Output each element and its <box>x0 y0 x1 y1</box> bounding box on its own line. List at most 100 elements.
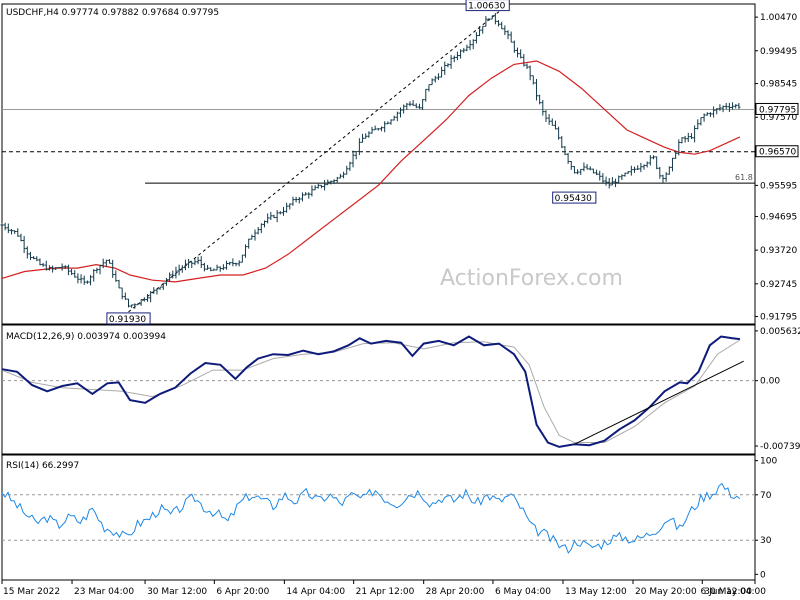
price-bar <box>54 267 58 270</box>
price-bar <box>696 119 700 130</box>
price-annotation-text: 0.91930 <box>109 315 146 325</box>
price-bar <box>266 213 270 224</box>
price-bar <box>117 279 121 289</box>
price-bar <box>342 171 346 179</box>
price-bar <box>354 151 358 160</box>
price-bar <box>120 287 124 300</box>
price-bar <box>712 106 716 118</box>
price-bar <box>708 112 712 118</box>
price-bar <box>538 94 542 105</box>
price-bar <box>111 259 115 278</box>
price-bar <box>133 303 137 309</box>
price-bar <box>329 180 333 185</box>
price-bar <box>60 263 64 271</box>
price-bar <box>259 223 263 234</box>
price-bar <box>667 166 671 175</box>
x-tick-label: 28 Apr 20:00 <box>426 587 485 597</box>
price-bar <box>206 264 210 270</box>
price-bar <box>715 108 719 115</box>
price-bar <box>427 84 431 92</box>
rsi-line <box>1 482 755 554</box>
price-bars <box>0 13 741 309</box>
price-bar <box>591 168 595 174</box>
price-bar <box>247 238 251 249</box>
price-bar <box>221 264 225 271</box>
y-tick-label: 30 <box>760 536 772 546</box>
price-bar <box>275 210 279 223</box>
price-bar <box>215 264 219 271</box>
moving-average <box>1 60 741 283</box>
price-bar <box>534 78 538 101</box>
price-bar <box>348 161 352 171</box>
price-bar <box>408 101 412 107</box>
price-bar <box>414 103 418 109</box>
price-bar <box>642 164 646 170</box>
price-bar <box>364 133 368 139</box>
price-bar <box>677 139 681 156</box>
price-bar <box>572 166 576 174</box>
price-bar <box>686 132 690 143</box>
price-bar <box>727 102 731 112</box>
price-bar <box>180 265 184 273</box>
price-bar <box>405 102 409 111</box>
price-bar <box>541 99 545 116</box>
price-bar <box>610 177 614 186</box>
current-price-tag-text: 0.97795 <box>759 105 796 115</box>
y-tick-label: 0.98545 <box>760 80 797 90</box>
y-tick-label: 0.93720 <box>760 246 797 256</box>
price-bar <box>272 214 276 219</box>
price-annotations: 1.00630 0.95430 0.91930 0.97795 0.96570 <box>106 0 799 325</box>
macd-label: MACD(12,26,9) 0.003974 0.003994 <box>6 332 166 342</box>
price-bar <box>262 220 266 228</box>
macd-panel: MACD(12,26,9) 0.003974 0.003994 0.005632… <box>1 324 800 455</box>
price-bar <box>436 73 440 81</box>
price-bar <box>114 270 118 282</box>
main-horizontal-lines: 61.8 <box>2 108 755 184</box>
price-bar <box>108 259 112 264</box>
price-bar <box>655 156 659 170</box>
price-bar <box>294 196 298 203</box>
price-bar <box>519 49 523 59</box>
price-bar <box>193 258 197 266</box>
price-bar <box>357 138 361 156</box>
price-bar <box>569 160 573 170</box>
price-bar <box>528 65 532 81</box>
price-bar <box>38 258 42 266</box>
price-bar <box>547 114 551 125</box>
price-bar <box>104 259 108 267</box>
price-bar <box>256 226 260 235</box>
price-bar <box>563 146 567 155</box>
price-bar <box>620 174 624 180</box>
main-panel: USDCHF,H4 0.97774 0.97882 0.97684 0.9779… <box>0 0 799 325</box>
price-bar <box>0 222 4 226</box>
price-bar <box>345 165 349 175</box>
price-bar <box>560 136 564 149</box>
price-bar <box>19 233 23 242</box>
price-bar <box>285 202 289 213</box>
price-bar <box>304 192 308 196</box>
price-bar <box>149 290 153 303</box>
price-bar <box>576 169 580 175</box>
price-bar <box>28 251 32 261</box>
price-bar <box>680 137 684 144</box>
macd-panel-frame <box>1 324 756 455</box>
price-bar <box>512 40 516 53</box>
price-bar <box>332 179 336 184</box>
price-bar <box>705 112 709 116</box>
price-bar <box>674 151 678 159</box>
price-bar <box>3 222 7 231</box>
price-bar <box>411 100 415 106</box>
x-tick-label: 30 Mar 12:00 <box>147 587 207 597</box>
price-bar <box>177 264 181 276</box>
price-bar <box>82 275 86 285</box>
price-bar <box>79 274 83 284</box>
price-bar <box>130 304 134 308</box>
price-annotation: 0.95430 <box>552 191 597 204</box>
price-bar <box>351 150 355 168</box>
price-bar <box>465 44 469 52</box>
price-bar <box>145 294 149 302</box>
price-bar <box>202 262 206 272</box>
price-bar <box>633 166 637 173</box>
price-annotation-text: 0.95430 <box>555 194 592 204</box>
price-bar <box>228 261 232 266</box>
